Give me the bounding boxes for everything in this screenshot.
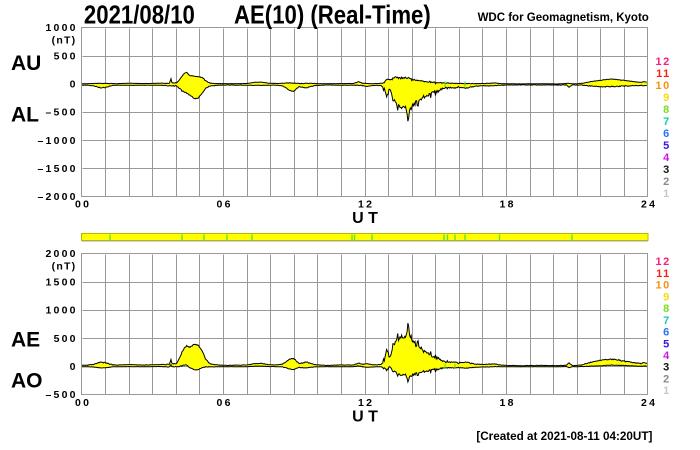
svg-text:–500: –500 <box>46 107 78 119</box>
svg-text:9: 9 <box>663 291 671 303</box>
svg-text:AL: AL <box>11 104 39 127</box>
svg-text:500: 500 <box>54 333 78 345</box>
svg-text:1000: 1000 <box>46 22 78 34</box>
svg-text:AU: AU <box>11 52 41 75</box>
svg-text:06: 06 <box>217 397 233 409</box>
svg-text:18: 18 <box>500 199 516 211</box>
svg-text:4: 4 <box>663 152 671 164</box>
svg-text:7: 7 <box>663 315 671 327</box>
svg-text:AO: AO <box>11 370 43 393</box>
svg-text:2: 2 <box>663 176 671 188</box>
svg-text:11: 11 <box>656 68 671 80</box>
svg-text:12: 12 <box>656 56 671 68</box>
svg-text:3: 3 <box>663 362 671 374</box>
svg-text:24: 24 <box>641 397 657 409</box>
svg-text:6: 6 <box>663 327 671 339</box>
svg-text:–1500: –1500 <box>37 163 77 175</box>
svg-text:06: 06 <box>217 199 233 211</box>
svg-text:5: 5 <box>663 140 671 152</box>
svg-text:1000: 1000 <box>46 305 78 317</box>
svg-text:[Created at 2021-08-11 04:20UT: [Created at 2021-08-11 04:20UT] <box>476 430 652 443</box>
svg-text:9: 9 <box>663 92 671 104</box>
svg-text:12: 12 <box>358 199 374 211</box>
svg-text:00: 00 <box>75 397 91 409</box>
svg-text:–500: –500 <box>46 389 78 401</box>
svg-text:2021/08/10: 2021/08/10 <box>84 1 195 30</box>
svg-text:0: 0 <box>70 361 78 373</box>
svg-text:AE(10) (Real-Time): AE(10) (Real-Time) <box>234 1 431 30</box>
svg-text:1500: 1500 <box>46 276 78 288</box>
svg-text:24: 24 <box>641 199 657 211</box>
svg-text:3: 3 <box>663 164 671 176</box>
svg-text:12: 12 <box>656 256 671 268</box>
svg-text:6: 6 <box>663 128 671 140</box>
svg-text:U T: U T <box>352 210 378 227</box>
svg-text:U T: U T <box>352 409 378 426</box>
svg-text:00: 00 <box>75 199 91 211</box>
svg-text:AE: AE <box>11 329 40 352</box>
svg-text:(nT): (nT) <box>52 35 77 47</box>
svg-text:10: 10 <box>656 80 671 92</box>
svg-text:8: 8 <box>663 303 671 315</box>
svg-text:2: 2 <box>663 373 671 385</box>
svg-text:4: 4 <box>663 350 671 362</box>
svg-text:500: 500 <box>54 50 78 62</box>
svg-text:11: 11 <box>656 268 671 280</box>
svg-text:10: 10 <box>656 280 671 292</box>
svg-text:1: 1 <box>663 385 671 397</box>
svg-text:12: 12 <box>358 397 374 409</box>
svg-text:0: 0 <box>70 79 78 91</box>
svg-text:18: 18 <box>500 397 516 409</box>
svg-text:(nT): (nT) <box>52 261 77 273</box>
svg-text:2000: 2000 <box>46 248 78 260</box>
svg-text:8: 8 <box>663 104 671 116</box>
svg-text:7: 7 <box>663 116 671 128</box>
svg-text:–1000: –1000 <box>37 135 77 147</box>
svg-text:–2000: –2000 <box>37 191 77 203</box>
svg-text:WDC for Geomagnetism, Kyoto: WDC for Geomagnetism, Kyoto <box>478 12 649 24</box>
svg-text:5: 5 <box>663 338 671 350</box>
svg-text:1: 1 <box>663 188 671 200</box>
